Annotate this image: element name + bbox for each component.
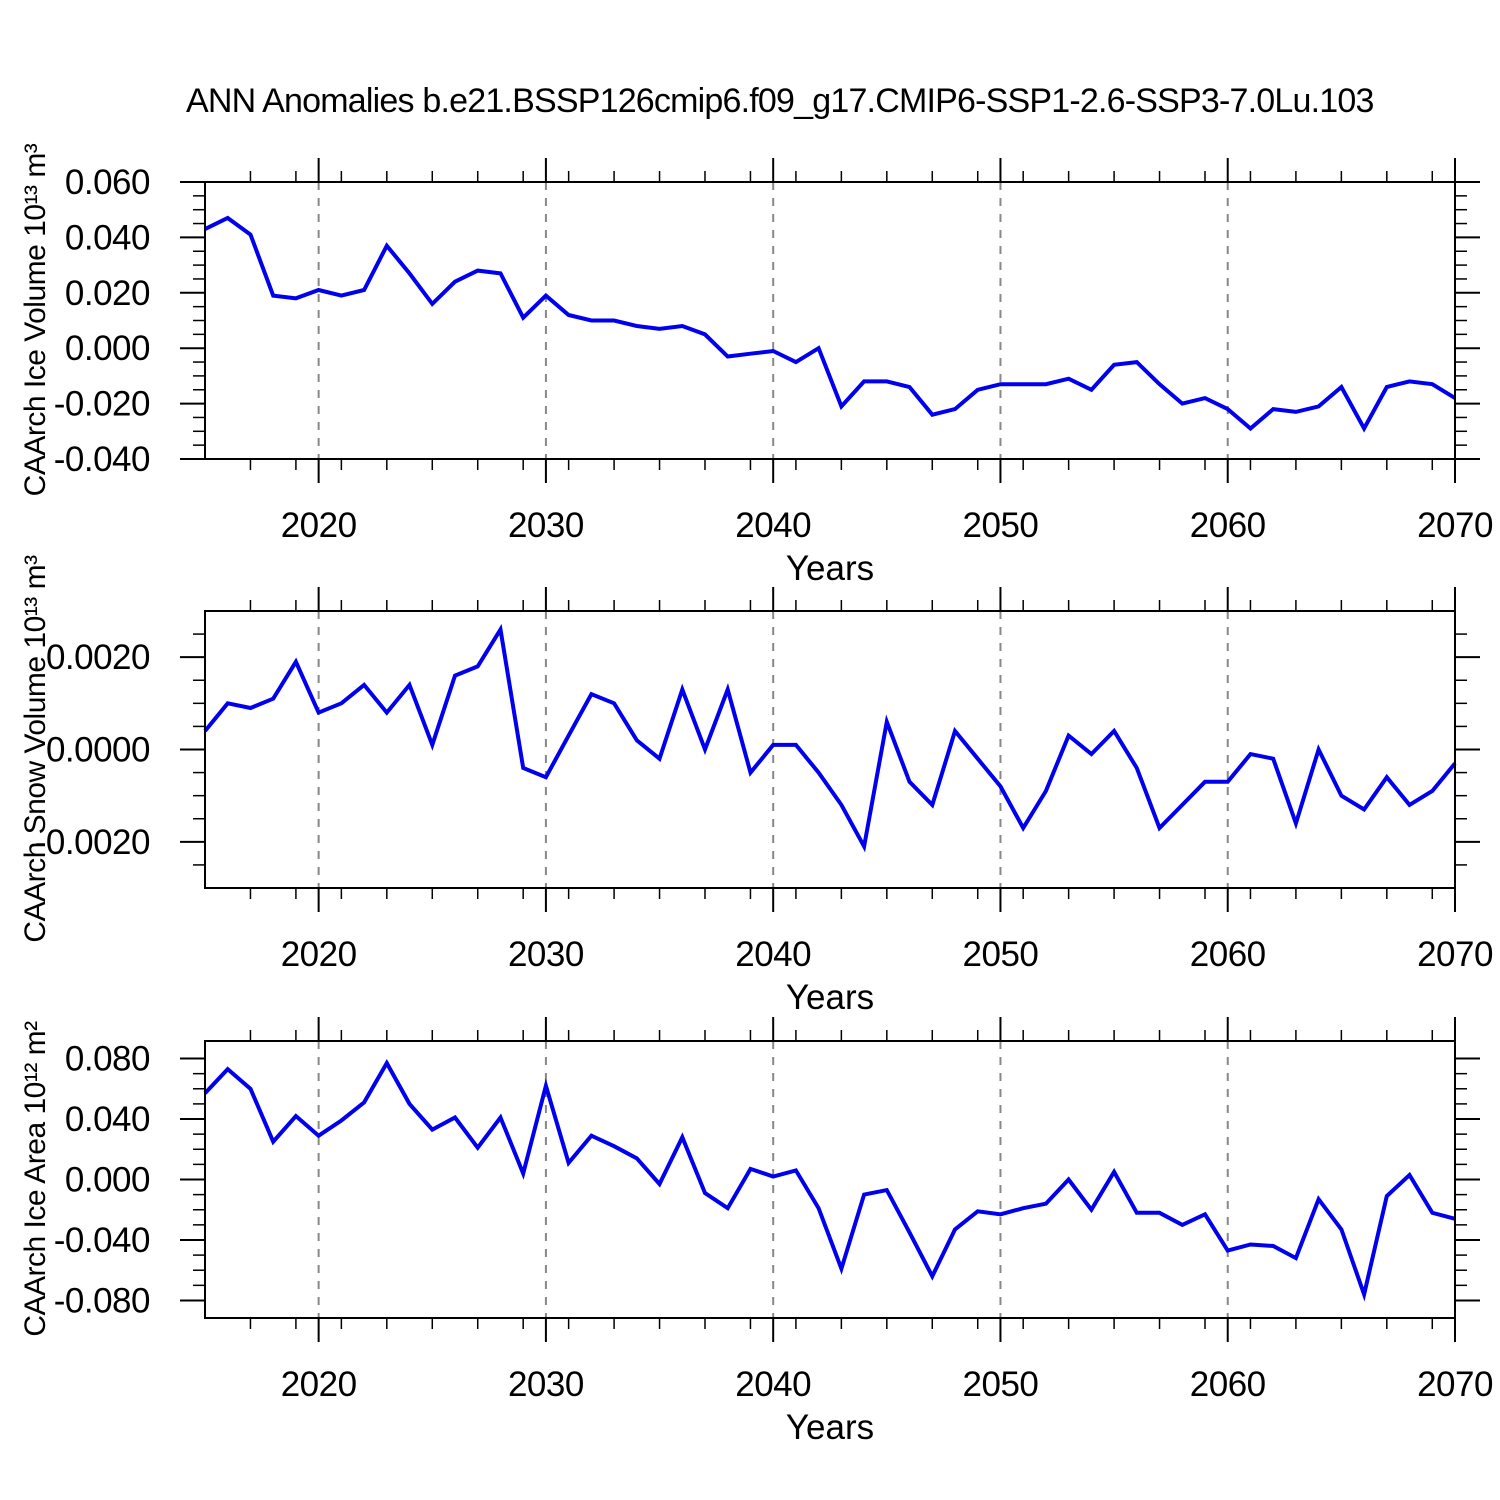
- x-tick-label: 2070: [1417, 1365, 1493, 1404]
- y-tick-label: 0.040: [65, 1100, 150, 1139]
- y-tick-label: -0.040: [54, 1221, 150, 1260]
- data-series-line: [203, 623, 1457, 853]
- axis-ticks: [180, 158, 1480, 483]
- y-tick-label: 0.000: [65, 1161, 150, 1200]
- y-tick-label: 0.0020: [46, 638, 150, 677]
- x-tick-label: 2030: [508, 935, 584, 974]
- y-tick-label: 0.020: [65, 274, 150, 313]
- x-tick-label: 2030: [508, 1365, 584, 1404]
- plot-box: [204, 610, 1456, 889]
- tick-labels: 2020 2030 2040 2050 2060 2070 0.060 0.040 0.020 0…: [54, 163, 1494, 545]
- x-axis-title-years-panel3: Years: [785, 1408, 875, 1447]
- data-series-line: [204, 215, 1457, 433]
- x-tick-label: 2020: [281, 506, 357, 545]
- x-tick-label: 2070: [1417, 935, 1493, 974]
- axis-ticks: [180, 1017, 1480, 1342]
- plot-box: [204, 181, 1456, 460]
- y-tick-label: -0.080: [54, 1281, 150, 1320]
- y-axis-title-ice-area: CAArch Ice Area 10¹² m²: [19, 1021, 52, 1337]
- plot-box: [204, 1040, 1456, 1319]
- x-tick-label: 2020: [281, 935, 357, 974]
- tick-labels: 2020 2030 2040 2050 2060 2070 0.0020 0.0000 -0.0…: [35, 638, 1494, 974]
- y-tick-label: -0.040: [54, 440, 150, 479]
- gridlines: [317, 1041, 1229, 1318]
- y-axis-title-snow-volume: CAArch Snow Volume 10¹³ m³: [19, 555, 52, 943]
- y-tick-label: -0.0020: [35, 823, 150, 862]
- x-tick-label: 2040: [735, 1365, 811, 1404]
- y-tick-label: 0.000: [65, 329, 150, 368]
- y-tick-label: 0.040: [65, 218, 150, 257]
- panel-ice-volume: 2020 2030 2040 2050 2060 2070 0.060 0.040 0.020 0…: [54, 158, 1493, 545]
- tick-labels: 2020 2030 2040 2050 2060 2070 0.080 0.040 0.000 -…: [54, 1040, 1494, 1404]
- x-tick-label: 2030: [508, 506, 584, 545]
- panel-snow-volume: 2020 2030 2040 2050 2060 2070 0.0020 0.0000 -0.0…: [35, 587, 1493, 974]
- x-tick-label: 2050: [963, 1365, 1039, 1404]
- gridlines: [317, 182, 1229, 459]
- x-tick-label: 2040: [735, 506, 811, 545]
- x-tick-label: 2070: [1417, 506, 1493, 545]
- x-axis-title-years-panel1: Years: [785, 549, 875, 588]
- x-tick-label: 2060: [1190, 935, 1266, 974]
- x-tick-label: 2050: [963, 935, 1039, 974]
- x-axis-title-years-panel2: Years: [785, 978, 875, 1017]
- y-tick-label: 0.0000: [46, 731, 150, 770]
- y-tick-label: 0.060: [65, 163, 150, 202]
- x-tick-label: 2060: [1190, 1365, 1266, 1404]
- panel-ice-area: 2020 2030 2040 2050 2060 2070 0.080 0.040 0.000 -…: [54, 1017, 1493, 1404]
- y-axis-title-ice-volume: CAArch Ice Volume 10¹³ m³: [19, 143, 52, 497]
- x-tick-label: 2020: [281, 1365, 357, 1404]
- y-tick-label: 0.080: [65, 1040, 150, 1079]
- gridlines: [317, 611, 1229, 888]
- x-tick-label: 2060: [1190, 506, 1266, 545]
- axis-ticks: [180, 587, 1480, 912]
- y-tick-label: -0.020: [54, 385, 150, 424]
- data-series-line: [203, 1059, 1456, 1302]
- chart-title: ANN Anomalies b.e21.BSSP126cmip6.f09_g17…: [186, 82, 1374, 120]
- x-tick-label: 2050: [963, 506, 1039, 545]
- x-tick-label: 2040: [735, 935, 811, 974]
